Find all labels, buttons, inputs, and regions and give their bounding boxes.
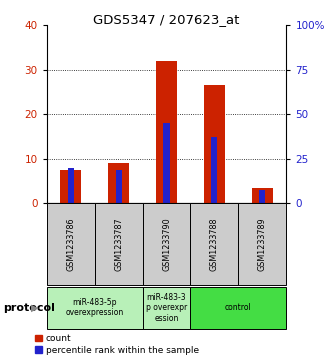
Text: GDS5347 / 207623_at: GDS5347 / 207623_at bbox=[93, 13, 240, 26]
Text: ▶: ▶ bbox=[31, 303, 39, 313]
Bar bbox=[204, 85, 225, 203]
Text: control: control bbox=[225, 303, 252, 312]
Text: GSM1233789: GSM1233789 bbox=[258, 217, 267, 271]
Bar bbox=[252, 188, 273, 203]
Text: miR-483-3
p overexpr
ession: miR-483-3 p overexpr ession bbox=[146, 293, 187, 323]
Text: miR-483-5p
overexpression: miR-483-5p overexpression bbox=[66, 298, 124, 317]
Bar bbox=[211, 138, 217, 203]
Text: GSM1233787: GSM1233787 bbox=[114, 217, 123, 271]
Bar bbox=[68, 168, 74, 203]
Legend: count, percentile rank within the sample: count, percentile rank within the sample bbox=[31, 331, 202, 359]
Bar bbox=[164, 123, 169, 203]
Bar bbox=[259, 190, 265, 203]
Text: GSM1233788: GSM1233788 bbox=[210, 217, 219, 271]
Text: GSM1233790: GSM1233790 bbox=[162, 217, 171, 271]
Bar bbox=[116, 170, 122, 203]
Text: GSM1233786: GSM1233786 bbox=[66, 217, 75, 271]
Bar bbox=[156, 61, 177, 203]
Text: protocol: protocol bbox=[3, 303, 55, 313]
Bar bbox=[60, 170, 81, 203]
Bar bbox=[108, 163, 129, 203]
